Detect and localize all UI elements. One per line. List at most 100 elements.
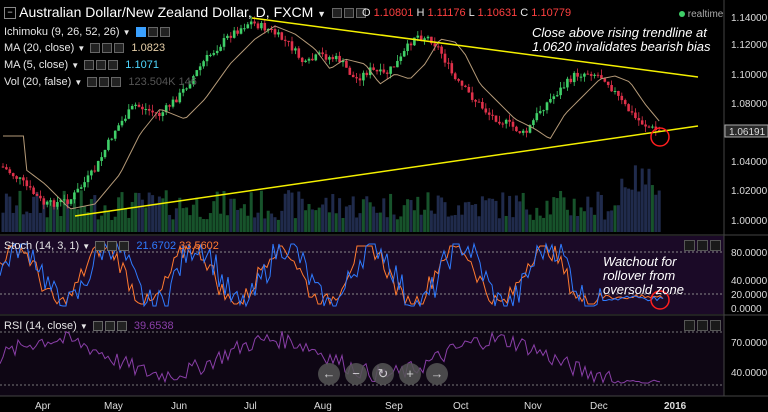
volume-bar: [582, 211, 586, 232]
candle-body: [69, 199, 73, 204]
settings-icon[interactable]: [95, 241, 106, 252]
volume-bar: [361, 199, 365, 232]
volume-bar: [409, 200, 413, 232]
settings-icon[interactable]: [331, 8, 342, 19]
candle-body: [647, 126, 651, 128]
candle-body: [127, 109, 131, 119]
candle-body: [229, 35, 233, 38]
candle-body: [430, 36, 433, 44]
candle-body: [334, 55, 338, 60]
zoom-in-button[interactable]: +: [399, 363, 421, 385]
settings-icon[interactable]: [104, 321, 115, 332]
volume-bars: [1, 165, 661, 232]
close-icon[interactable]: [119, 241, 130, 252]
pane-down-icon[interactable]: [697, 320, 708, 331]
volume-bar: [168, 214, 172, 232]
close-icon[interactable]: [114, 43, 125, 54]
candle-body: [382, 69, 386, 73]
descending-trendline[interactable]: [251, 17, 699, 78]
settings-icon[interactable]: [102, 43, 113, 54]
close-icon[interactable]: [159, 27, 170, 38]
reset-button[interactable]: ↻: [372, 363, 394, 385]
chevron-down-icon[interactable]: ▼: [317, 9, 327, 19]
volume-bar: [423, 209, 427, 232]
volume-bar: [327, 212, 331, 232]
volume-bar: [212, 201, 216, 232]
indicator-volume[interactable]: Vol (20, false) ▼ 123.504K 146: [4, 76, 197, 88]
pane-maximize-icon[interactable]: [710, 240, 721, 251]
settings-icon[interactable]: [135, 27, 146, 38]
pane-up-icon[interactable]: [684, 320, 695, 331]
candle-body: [538, 111, 542, 114]
close-icon[interactable]: [116, 321, 127, 332]
volume-bar: [140, 199, 144, 232]
high-value: 1.11176: [427, 7, 466, 19]
candle-body: [273, 29, 277, 35]
candle-body: [603, 78, 607, 82]
volume-bar: [134, 192, 138, 232]
stoch-header[interactable]: Stoch (14, 3, 1) ▼ 21.6702 33.5602: [4, 240, 219, 252]
candle-body: [416, 35, 420, 38]
settings-icon[interactable]: [147, 27, 158, 38]
pane-maximize-icon[interactable]: [710, 320, 721, 331]
volume-bar: [137, 193, 141, 232]
close-icon[interactable]: [111, 77, 122, 88]
low-label: L: [468, 7, 475, 19]
candle-body: [409, 43, 413, 46]
settings-icon[interactable]: [92, 321, 103, 332]
candle-body: [249, 21, 253, 25]
candle-body: [66, 199, 69, 204]
volume-bar: [453, 215, 457, 232]
volume-bar: [613, 205, 617, 232]
volume-bar: [188, 215, 192, 232]
settings-icon[interactable]: [343, 8, 354, 19]
volume-bar: [440, 197, 444, 232]
candle-body: [130, 105, 134, 110]
close-icon[interactable]: [355, 8, 366, 19]
candle-body: [185, 88, 188, 90]
settings-icon[interactable]: [96, 60, 107, 71]
volume-bar: [232, 198, 236, 232]
scroll-right-button[interactable]: →: [426, 363, 448, 385]
scroll-left-button[interactable]: ←: [318, 363, 340, 385]
symbol-title[interactable]: Australian Dollar/New Zealand Dollar, D,…: [19, 4, 314, 20]
open-value: 1.10801: [373, 7, 414, 19]
settings-icon[interactable]: [87, 77, 98, 88]
close-icon[interactable]: [108, 60, 119, 71]
rising-trendline[interactable]: [74, 125, 699, 217]
indicator-ichimoku[interactable]: Ichimoku (9, 26, 52, 26) ▼: [4, 26, 170, 38]
pane-down-icon[interactable]: [697, 240, 708, 251]
settings-icon[interactable]: [107, 241, 118, 252]
volume-bar: [89, 199, 93, 232]
indicator-ma5[interactable]: MA (5, close) ▼ 1.1071: [4, 59, 159, 71]
volume-bar: [307, 204, 311, 232]
candle-body: [640, 120, 644, 125]
settings-icon[interactable]: [84, 60, 95, 71]
pane-up-icon[interactable]: [684, 240, 695, 251]
volume-bar: [460, 214, 464, 232]
volume-bar: [647, 168, 651, 232]
settings-icon[interactable]: [90, 43, 101, 54]
candle-body: [600, 75, 603, 79]
candle-body: [651, 126, 654, 128]
zoom-out-button[interactable]: −: [345, 363, 367, 385]
volume-bar: [151, 195, 155, 232]
volume-bar: [11, 212, 15, 232]
settings-icon[interactable]: [99, 77, 110, 88]
rsi-header[interactable]: RSI (14, close) ▼ 39.6538: [4, 320, 174, 332]
indicator-ma20[interactable]: MA (20, close) ▼ 1.0823: [4, 42, 166, 54]
volume-bar: [83, 205, 87, 232]
candle-body: [39, 195, 42, 199]
volume-bar: [219, 213, 223, 232]
volume-bar: [120, 192, 124, 232]
volume-bar: [15, 205, 19, 232]
candle-body: [528, 125, 532, 133]
candle-body: [413, 37, 416, 46]
time-tick: May: [104, 401, 123, 412]
collapse-icon[interactable]: −: [4, 7, 16, 20]
volume-bar: [331, 194, 335, 232]
candle-body: [164, 105, 168, 113]
stoch-tick: 40.0000: [731, 276, 768, 287]
volume-bar: [528, 214, 532, 232]
